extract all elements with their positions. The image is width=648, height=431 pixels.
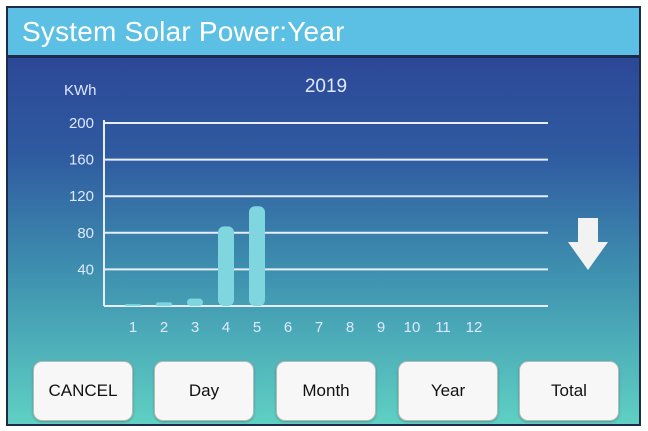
total-button[interactable]: Total [519, 361, 619, 421]
bar-month-5 [249, 206, 265, 306]
y-tick-label: 80 [77, 225, 94, 242]
bar-month-1 [125, 304, 141, 306]
bar-month-4 [218, 226, 234, 306]
x-tick-label: 4 [222, 319, 230, 336]
month-button[interactable]: Month [276, 361, 376, 421]
screen: System Solar Power:Year 2019 KWh 40 80 120… [6, 6, 641, 426]
cancel-button[interactable]: CANCEL [33, 361, 133, 421]
x-tick-label: 2 [160, 319, 168, 336]
down-arrow-icon[interactable] [568, 218, 608, 270]
x-tick-label: 6 [284, 319, 292, 336]
y-axis-unit: KWh [64, 82, 97, 99]
x-tick-label: 12 [466, 319, 483, 336]
y-tick-label: 40 [77, 261, 94, 278]
y-tick-label: 200 [69, 115, 94, 132]
x-tick-label: 7 [315, 319, 323, 336]
x-tick-label: 9 [377, 319, 385, 336]
chart-title: 2019 [305, 76, 347, 97]
x-tick-label: 11 [435, 319, 451, 336]
x-tick-label: 3 [191, 319, 199, 336]
bar-month-2 [156, 302, 172, 306]
y-tick-label: 160 [69, 152, 94, 169]
x-tick-label: 10 [404, 319, 421, 336]
x-tick-label: 1 [129, 319, 137, 336]
x-tick-label: 5 [253, 319, 261, 336]
day-button[interactable]: Day [154, 361, 254, 421]
page-title: System Solar Power:Year [22, 16, 345, 47]
title-bar: System Solar Power:Year [8, 8, 639, 58]
y-tick-label: 120 [69, 188, 94, 205]
bar-month-3 [187, 298, 203, 306]
x-tick-label: 8 [346, 319, 354, 336]
year-button[interactable]: Year [398, 361, 498, 421]
